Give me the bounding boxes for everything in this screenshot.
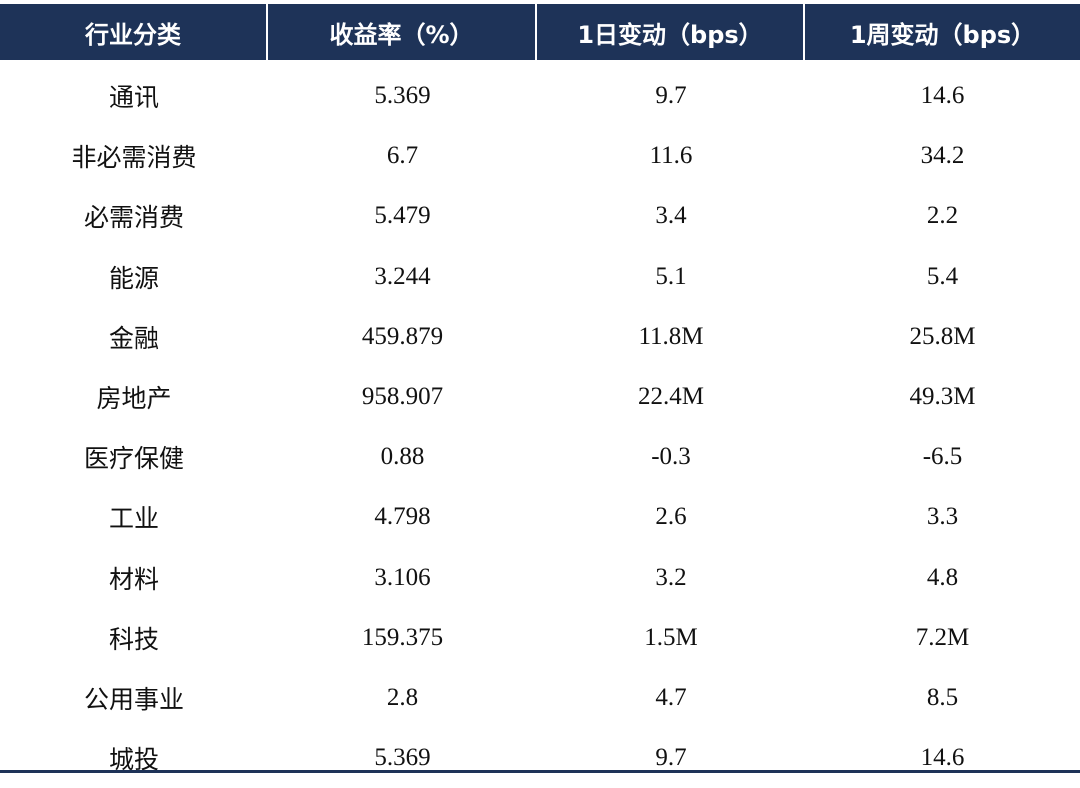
table-row: 公用事业 2.8 4.7 8.5 (0, 668, 1080, 728)
sector-yield-table: 行业分类 收益率（%） 1日变动（bps） 1周变动（bps） 通讯 5.369 9… (0, 4, 1080, 788)
cell-change-1w: -6.5 (922, 443, 963, 471)
cell-category: 材料 (108, 564, 159, 594)
cell-change-1w: 4.8 (926, 563, 959, 591)
cell-category: 金融 (108, 323, 159, 353)
table-row: 通讯 5.369 9.7 14.6 (0, 60, 1080, 126)
cell-yield: 3.106 (374, 563, 431, 591)
column-header-yield: 收益率（%） (268, 4, 537, 60)
cell-change-1d: 4.7 (655, 683, 687, 711)
cell-category: 房地产 (96, 384, 172, 414)
bottom-rule (0, 770, 1080, 773)
cell-change-1d: 22.4M (638, 383, 704, 411)
column-header-category: 行业分类 (0, 4, 268, 60)
cell-change-1w: 8.5 (926, 683, 959, 711)
cell-change-1w: 2.2 (926, 202, 959, 230)
header-row: 行业分类 收益率（%） 1日变动（bps） 1周变动（bps） (0, 4, 1080, 60)
cell-yield: 4.798 (374, 503, 431, 531)
table-row: 科技 159.375 1.5M 7.2M (0, 608, 1080, 668)
table-row: 房地产 958.907 22.4M 49.3M (0, 367, 1080, 427)
cell-category: 科技 (108, 624, 159, 654)
cell-change-1w: 14.6 (920, 744, 965, 772)
table-row: 非必需消费 6.7 11.6 34.2 (0, 126, 1080, 186)
cell-change-1w: 14.6 (920, 82, 965, 110)
cell-change-1d: 5.1 (655, 262, 687, 290)
cell-yield: 6.7 (386, 142, 419, 170)
cell-change-1w: 5.4 (926, 262, 959, 290)
cell-change-1w: 7.2M (915, 623, 970, 651)
cell-category: 公用事业 (83, 684, 184, 714)
column-header-change-1w: 1周变动（bps） (805, 4, 1080, 60)
cell-category: 能源 (108, 263, 159, 293)
table-row: 城投 5.369 9.7 14.6 (0, 728, 1080, 788)
cell-category: 通讯 (108, 83, 159, 113)
cell-change-1d: 11.6 (649, 142, 693, 170)
table-body: 通讯 5.369 9.7 14.6 非必需消费 6.7 11.6 34.2 必需消费 5.479 3… (0, 60, 1080, 788)
cell-yield: 0.88 (380, 443, 425, 471)
cell-yield: 958.907 (361, 383, 444, 411)
cell-change-1w: 3.3 (926, 503, 959, 531)
table-row: 工业 4.798 2.6 3.3 (0, 487, 1080, 547)
cell-yield: 2.8 (386, 683, 419, 711)
table-row: 金融 459.879 11.8M 25.8M (0, 307, 1080, 367)
table-row: 医疗保健 0.88 -0.3 -6.5 (0, 427, 1080, 487)
cell-yield: 5.479 (374, 202, 431, 230)
cell-change-1d: 1.5M (644, 623, 698, 651)
cell-yield: 5.369 (374, 82, 431, 110)
cell-change-1d: 9.7 (655, 82, 687, 110)
cell-yield: 159.375 (361, 623, 444, 651)
cell-change-1d: 3.4 (655, 202, 687, 230)
cell-yield: 3.244 (374, 262, 431, 290)
cell-yield: 459.879 (361, 322, 444, 350)
cell-yield: 5.369 (374, 744, 431, 772)
cell-change-1w: 25.8M (909, 322, 976, 350)
cell-category: 医疗保健 (83, 444, 184, 474)
cell-change-1d: 11.8M (638, 322, 704, 350)
table-row: 材料 3.106 3.2 4.8 (0, 548, 1080, 608)
cell-category: 非必需消费 (71, 143, 197, 173)
cell-change-1d: 2.6 (655, 503, 687, 531)
cell-change-1d: -0.3 (651, 443, 691, 471)
cell-category: 工业 (108, 504, 159, 534)
cell-change-1d: 3.2 (655, 563, 687, 591)
cell-change-1d: 9.7 (655, 744, 687, 772)
cell-change-1w: 49.3M (909, 383, 976, 411)
cell-category: 必需消费 (83, 203, 184, 233)
column-header-change-1d: 1日变动（bps） (537, 4, 805, 60)
table-row: 必需消费 5.479 3.4 2.2 (0, 186, 1080, 246)
table-row: 能源 3.244 5.1 5.4 (0, 247, 1080, 307)
cell-category: 城投 (108, 745, 159, 775)
cell-change-1w: 34.2 (920, 142, 965, 170)
